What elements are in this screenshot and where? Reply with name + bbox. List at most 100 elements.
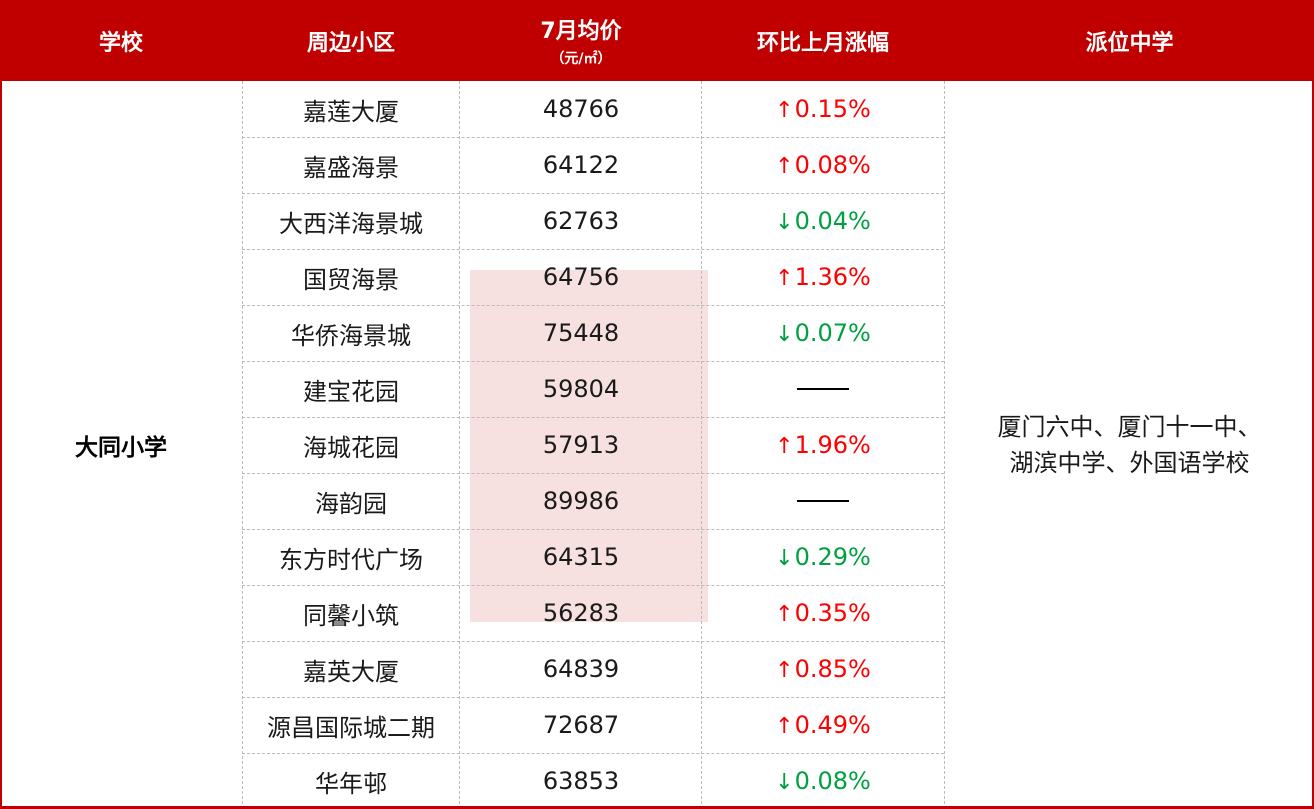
- month-change: ↓0.04%: [702, 193, 944, 249]
- average-price: 64122: [542, 151, 620, 179]
- header-middle-school-label: 派位中学: [1085, 30, 1174, 56]
- row-divider: [242, 753, 944, 754]
- table-row: 海城花园 57913 ↑1.96%: [242, 417, 944, 473]
- arrow-up-icon: ↑: [775, 154, 794, 179]
- community-name: 海韵园: [315, 489, 387, 518]
- middle-school-line-2: 湖滨中学、外国语学校: [1009, 449, 1250, 477]
- month-change: [702, 361, 944, 417]
- middle-school-list: 厦门六中、厦门十一中、 湖滨中学、外国语学校: [945, 81, 1314, 809]
- table-row: 海韵园 89986: [242, 473, 944, 529]
- table-row: 嘉英大厦 64839 ↑0.85%: [242, 641, 944, 697]
- change-value: 0.07%: [794, 319, 871, 347]
- table-row: 嘉莲大厦 48766 ↑0.15%: [242, 81, 944, 137]
- community-name: 华年邨: [315, 769, 387, 798]
- change-value: 0.04%: [794, 207, 871, 235]
- arrow-up-icon: ↑: [775, 658, 794, 683]
- row-divider: [242, 137, 944, 138]
- header-price: 7月均价 （元/㎡）: [460, 0, 702, 81]
- divider-change: [944, 81, 945, 809]
- community-name: 嘉莲大厦: [303, 97, 399, 126]
- month-change: ↓0.08%: [702, 753, 944, 809]
- no-data-dash: [797, 388, 849, 390]
- header-change: 环比上月涨幅: [702, 0, 944, 81]
- row-divider: [242, 641, 944, 642]
- header-school: 学校: [0, 0, 242, 81]
- change-value: 1.36%: [794, 263, 871, 291]
- community-name: 同馨小筑: [303, 601, 399, 630]
- row-divider: [242, 361, 944, 362]
- row-divider: [242, 585, 944, 586]
- divider-school: [242, 81, 243, 809]
- header-price-label: 7月均价: [540, 19, 622, 44]
- average-price: 59804: [542, 375, 620, 403]
- arrow-up-icon: ↑: [775, 266, 794, 291]
- table-header: 学校 周边小区 7月均价 （元/㎡） 环比上月涨幅 派位中学: [0, 0, 1314, 81]
- table-row: 大西洋海景城 62763 ↓0.04%: [242, 193, 944, 249]
- community-name: 大西洋海景城: [279, 209, 423, 238]
- average-price: 48766: [542, 95, 620, 123]
- row-divider: [242, 305, 944, 306]
- table-row: 国贸海景 64756 ↑1.36%: [242, 249, 944, 305]
- change-value: 0.08%: [794, 767, 871, 795]
- table-row: 源昌国际城二期 72687 ↑0.49%: [242, 697, 944, 753]
- average-price: 89986: [542, 487, 620, 515]
- table-row: 嘉盛海景 64122 ↑0.08%: [242, 137, 944, 193]
- average-price: 64839: [542, 655, 620, 683]
- average-price: 64315: [542, 543, 620, 571]
- change-value: 0.08%: [794, 151, 871, 179]
- header-middle-school: 派位中学: [945, 0, 1314, 81]
- table-row: 华侨海景城 75448 ↓0.07%: [242, 305, 944, 361]
- header-community: 周边小区: [242, 0, 460, 81]
- table-row: 华年邨 63853 ↓0.08%: [242, 753, 944, 809]
- change-value: 0.29%: [794, 543, 871, 571]
- table-row: 建宝花园 59804: [242, 361, 944, 417]
- table-row: 同馨小筑 56283 ↑0.35%: [242, 585, 944, 641]
- community-name: 嘉盛海景: [303, 153, 399, 182]
- month-change: ↑0.15%: [702, 81, 944, 137]
- month-change: [702, 473, 944, 529]
- change-value: 0.15%: [794, 95, 871, 123]
- arrow-down-icon: ↓: [775, 770, 794, 795]
- month-change: ↑0.35%: [702, 585, 944, 641]
- header-change-label: 环比上月涨幅: [756, 30, 889, 56]
- divider-community: [459, 81, 460, 809]
- average-price: 62763: [542, 207, 620, 235]
- row-divider: [242, 417, 944, 418]
- arrow-down-icon: ↓: [775, 210, 794, 235]
- header-school-label: 学校: [98, 30, 143, 56]
- month-change: ↑0.49%: [702, 697, 944, 753]
- arrow-up-icon: ↑: [775, 714, 794, 739]
- community-name: 国贸海景: [303, 265, 399, 294]
- table-border: [0, 81, 1314, 809]
- header-community-label: 周边小区: [306, 30, 395, 56]
- school-name: 大同小学: [75, 435, 167, 461]
- average-price: 72687: [542, 711, 620, 739]
- arrow-up-icon: ↑: [775, 98, 794, 123]
- arrow-down-icon: ↓: [775, 322, 794, 347]
- row-divider: [242, 249, 944, 250]
- month-change: ↑1.36%: [702, 249, 944, 305]
- community-name: 建宝花园: [303, 377, 399, 406]
- table-row: 东方时代广场 64315 ↓0.29%: [242, 529, 944, 585]
- average-price: 56283: [542, 599, 620, 627]
- month-change: ↑0.08%: [702, 137, 944, 193]
- average-price: 63853: [542, 767, 620, 795]
- change-value: 0.85%: [794, 655, 871, 683]
- change-value: 1.96%: [794, 431, 871, 459]
- arrow-down-icon: ↓: [775, 546, 794, 571]
- community-name: 东方时代广场: [279, 545, 423, 574]
- middle-school-line-1: 厦门六中、厦门十一中、: [997, 413, 1262, 441]
- month-change: ↑1.96%: [702, 417, 944, 473]
- divider-price: [701, 81, 702, 809]
- change-value: 0.49%: [794, 711, 871, 739]
- row-divider: [242, 697, 944, 698]
- no-data-dash: [797, 500, 849, 502]
- header-price-unit: （元/㎡）: [550, 51, 612, 67]
- arrow-up-icon: ↑: [775, 602, 794, 627]
- average-price: 57913: [542, 431, 620, 459]
- row-divider: [242, 473, 944, 474]
- community-name: 源昌国际城二期: [267, 713, 435, 742]
- month-change: ↓0.07%: [702, 305, 944, 361]
- community-name: 嘉英大厦: [303, 657, 399, 686]
- community-name: 海城花园: [303, 433, 399, 462]
